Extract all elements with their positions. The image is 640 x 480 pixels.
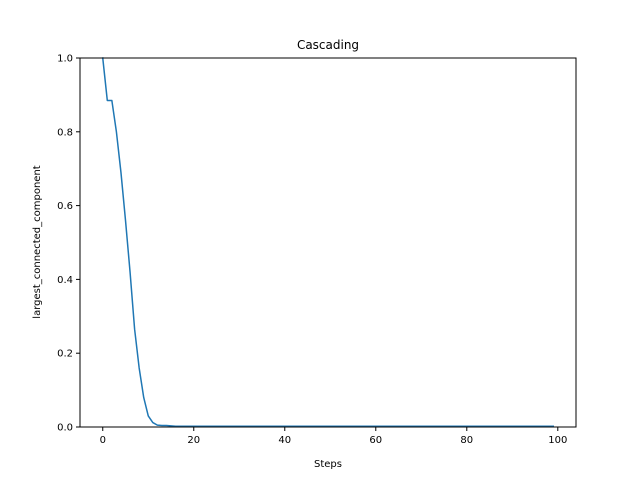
y-tick-label: 0.8 (57, 127, 73, 138)
x-tick-label: 60 (369, 435, 382, 446)
x-tick-label: 20 (187, 435, 200, 446)
x-tick-label: 80 (460, 435, 473, 446)
series-line-0 (101, 57, 554, 428)
y-tick-label: 0.6 (57, 201, 73, 212)
x-axis-title: Steps (314, 459, 342, 470)
x-axis: 0 20 40 60 80 100 (100, 427, 567, 446)
x-tick-label: 40 (278, 435, 291, 446)
chart-title: Cascading (297, 38, 359, 52)
y-axis: 0.0 0.2 0.4 0.6 0.8 1.0 (57, 54, 80, 434)
y-tick-label: 0.4 (57, 275, 73, 286)
x-tick-label: 0 (100, 435, 106, 446)
y-tick-label: 1.0 (57, 54, 73, 65)
x-tick-label: 100 (548, 435, 567, 446)
y-axis-title: largest_connected_component (32, 165, 43, 318)
axes-frame (79, 57, 577, 428)
plot-area (101, 57, 554, 428)
y-tick-label: 0.2 (57, 349, 73, 360)
y-tick-label: 0.0 (57, 423, 73, 434)
